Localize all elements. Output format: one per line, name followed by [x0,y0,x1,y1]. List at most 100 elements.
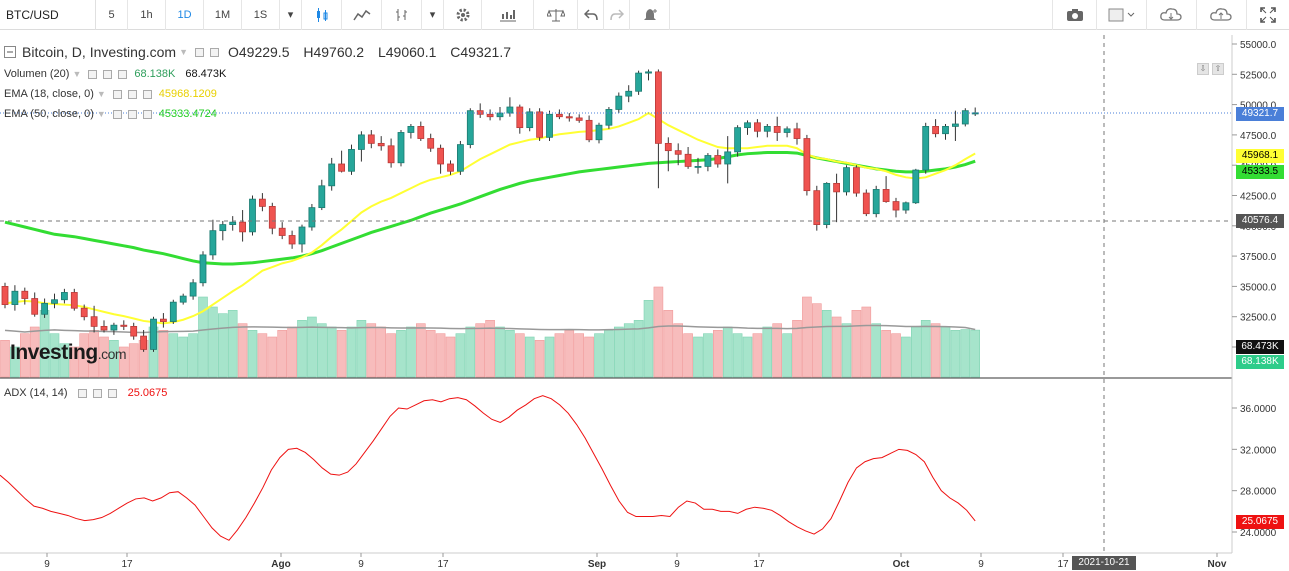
volume-bar [623,323,634,378]
interval-dropdown-button[interactable]: ▾ [280,0,302,30]
interval-1d[interactable]: 1D [166,0,204,30]
indicators-button[interactable] [482,0,534,30]
crosshair-price-label: 40576.4 [1236,214,1284,228]
volume-bar [415,323,426,378]
volume-label: Volumen (20) [4,68,70,80]
volume-bar [742,336,753,378]
candle-body [922,126,930,171]
chart-style-dropdown[interactable]: ▾ [422,0,444,30]
interval-1m[interactable]: 1M [204,0,242,30]
volume-bar [940,326,951,378]
load-layout-button[interactable] [1147,0,1197,30]
volume-bar [544,336,555,378]
candle-body [664,142,672,152]
chevron-down-icon[interactable]: ▼ [96,109,106,119]
compare-button[interactable] [534,0,578,30]
volume-bar [792,320,802,378]
settings-button[interactable] [444,0,482,30]
candles-style-button[interactable] [302,0,342,30]
time-tick-label: Ago [271,559,290,570]
gear-mini-icon[interactable] [127,89,137,99]
close-mini-icon[interactable] [118,69,128,79]
gear-mini-icon[interactable] [127,109,137,119]
volume-bar [356,320,367,378]
chart-toolbar: BTC/USD 5 1h 1D 1M 1S ▾ ▾ [0,0,1289,30]
chevron-down-icon[interactable]: ▼ [179,47,188,57]
adx-tick-label: 28.0000 [1240,487,1277,498]
area-style-button[interactable] [342,0,382,30]
candle-body [942,126,949,135]
undo-button[interactable] [578,0,604,30]
fullscreen-icon [1260,6,1276,23]
gear-mini-icon[interactable] [92,388,102,398]
time-tick-label: 9 [674,559,680,570]
redo-button[interactable] [604,0,630,30]
candle-body [516,106,524,129]
ema50-value: 45333.4724 [158,108,217,120]
save-layout-button[interactable] [1197,0,1247,30]
layout-button[interactable] [1097,0,1147,30]
volume-bar [950,330,961,378]
interval-1s[interactable]: 1S [242,0,280,30]
price-chart[interactable]: 55000.052500.050000.047500.045000.042500… [0,30,1289,571]
settings-mini-icon[interactable] [112,109,122,119]
candle-body [783,128,791,133]
scales-icon [546,8,565,21]
close-mini-icon[interactable] [142,89,152,99]
bars-style-button[interactable] [382,0,422,30]
symbol-input[interactable]: BTC/USD [0,0,96,30]
price-axis: 55000.052500.050000.047500.045000.042500… [1232,40,1277,354]
fullscreen-button[interactable] [1247,0,1289,30]
collapse-legend-icon[interactable] [4,46,16,58]
volume-bar [752,333,763,378]
candle-body [298,226,306,245]
candle-body [506,106,514,114]
candle-body [229,221,237,225]
indicators-icon [499,9,516,21]
volume-bar [910,326,921,378]
candle-body [813,190,821,225]
chevron-down-icon[interactable]: ▼ [96,89,106,99]
candle-body [51,299,58,304]
volume-bar [802,296,812,378]
candle-body [793,128,801,139]
settings-mini-icon[interactable] [112,89,122,99]
settings-mini-icon[interactable] [77,388,87,398]
candle-body [556,113,563,118]
time-tick-label: Sep [588,559,606,570]
volume-bar [762,326,773,378]
candle-body [674,150,682,155]
chevron-down-icon[interactable]: ▼ [72,69,82,79]
candle-body [476,110,484,115]
volume-bar [673,323,684,378]
candle-body [397,132,405,164]
volume-average-line [4,324,976,334]
candle-body [268,206,276,229]
interval-5[interactable]: 5 [96,0,128,30]
candle-body [536,111,543,138]
volume-bar [0,340,10,378]
candle-body [763,126,771,132]
visibility-mini-icon[interactable] [209,47,219,57]
close-mini-icon[interactable] [142,109,152,119]
screenshot-button[interactable] [1053,0,1097,30]
volume-bar [901,336,911,378]
price-tick-label: 52500.0 [1240,70,1277,81]
gear-mini-icon[interactable] [103,69,113,79]
settings-mini-icon[interactable] [194,47,204,57]
volume-bar [821,310,832,378]
area-chart-icon [352,9,370,20]
close-mini-icon[interactable] [107,388,117,398]
settings-mini-icon[interactable] [88,69,98,79]
candle-body [882,189,890,202]
volume-bar [366,323,377,378]
move-down-icon[interactable]: ⇩ [1197,63,1209,75]
volume-bar [19,333,30,378]
candle-body [684,153,692,167]
alert-button[interactable] [630,0,670,30]
volume-bar [425,330,436,378]
volume-bar [514,333,525,378]
move-up-icon[interactable]: ⇧ [1212,63,1224,75]
price-tick-label: 50000.0 [1240,101,1277,112]
interval-1h[interactable]: 1h [128,0,166,30]
